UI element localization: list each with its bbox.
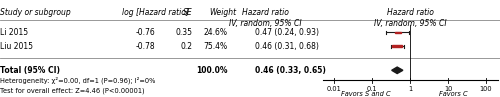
Text: 100: 100 xyxy=(480,86,492,92)
Text: -0.76: -0.76 xyxy=(135,28,155,37)
Text: Liu 2015: Liu 2015 xyxy=(0,42,33,51)
Text: 10: 10 xyxy=(444,86,452,92)
Text: 0.1: 0.1 xyxy=(366,86,377,92)
Text: 24.6%: 24.6% xyxy=(204,28,228,37)
Text: 0.46 (0.33, 0.65): 0.46 (0.33, 0.65) xyxy=(255,66,326,75)
Text: 0.2: 0.2 xyxy=(180,42,192,51)
Text: 0.01: 0.01 xyxy=(326,86,342,92)
Text: Heterogeneity: χ²=0.00, df=1 (P=0.96); I²=0%: Heterogeneity: χ²=0.00, df=1 (P=0.96); I… xyxy=(0,77,156,84)
Text: 0.46 (0.31, 0.68): 0.46 (0.31, 0.68) xyxy=(255,42,319,51)
Text: Favors C: Favors C xyxy=(440,91,468,97)
Text: -0.78: -0.78 xyxy=(136,42,155,51)
FancyBboxPatch shape xyxy=(394,32,400,33)
Text: 0.47 (0.24, 0.93): 0.47 (0.24, 0.93) xyxy=(255,28,319,37)
FancyBboxPatch shape xyxy=(392,45,402,47)
Text: 75.4%: 75.4% xyxy=(204,42,228,51)
Text: 1: 1 xyxy=(408,86,412,92)
Text: 100.0%: 100.0% xyxy=(196,66,228,75)
Text: Total (95% CI): Total (95% CI) xyxy=(0,66,60,75)
Text: Study or subgroup: Study or subgroup xyxy=(0,8,71,17)
Text: Hazard ratio
IV, random, 95% CI: Hazard ratio IV, random, 95% CI xyxy=(228,8,302,28)
Text: Hazard ratio
IV, random, 95% CI: Hazard ratio IV, random, 95% CI xyxy=(374,8,446,28)
Text: Li 2015: Li 2015 xyxy=(0,28,28,37)
Text: Test for overall effect: Z=4.46 (P<0.00001): Test for overall effect: Z=4.46 (P<0.000… xyxy=(0,87,144,94)
Text: SE: SE xyxy=(182,8,192,17)
Text: 0.35: 0.35 xyxy=(176,28,192,37)
Text: Favors S and C: Favors S and C xyxy=(342,91,391,97)
Text: log [Hazard ratio]: log [Hazard ratio] xyxy=(122,8,188,17)
Polygon shape xyxy=(392,67,403,74)
Text: Weight: Weight xyxy=(209,8,236,17)
